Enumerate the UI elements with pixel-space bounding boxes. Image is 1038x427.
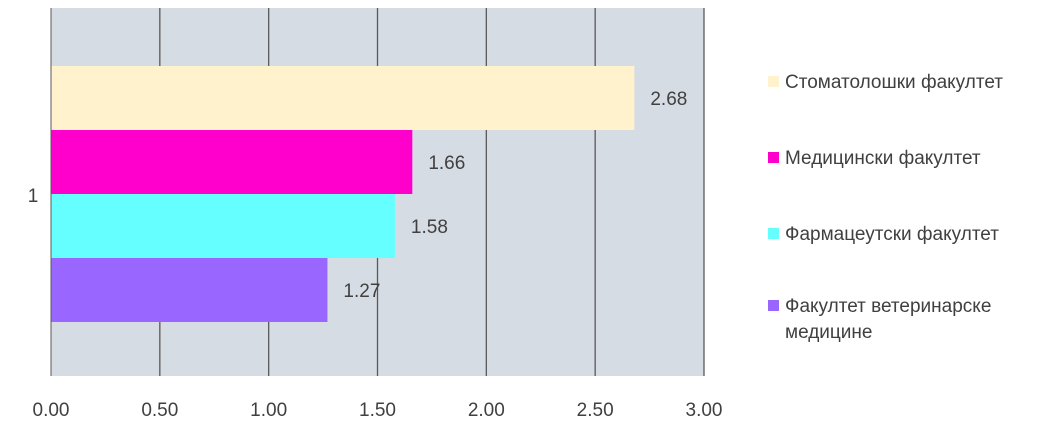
data-label: 1.58 [411,217,448,238]
bar [51,194,395,258]
legend-label: Стоматолошки факултет [785,72,1003,93]
legend-swatch [768,228,779,239]
x-tick-label: 1.00 [250,400,287,421]
bar [51,258,328,322]
legend-swatch [768,300,779,311]
category-label: 1 [28,186,39,207]
legend-item-medicine: Медицински факултет [768,146,1035,172]
data-label: 1.27 [343,281,380,302]
bar [51,130,413,194]
x-tick-label: 0.00 [33,400,70,421]
legend-item-dental: Стоматолошки факултет [768,70,1035,96]
x-tick-label: 0.50 [141,400,178,421]
legend-item-veterinary: Факултет ветеринарске медицине [768,294,1035,346]
x-tick-label: 2.00 [468,400,505,421]
bar [51,66,635,130]
x-tick-label: 1.50 [359,400,396,421]
data-label: 2.68 [650,89,687,110]
legend-swatch [768,76,779,87]
x-tick-label: 2.50 [577,400,614,421]
x-tick-label: 3.00 [686,400,723,421]
legend-label: Медицински факултет [785,148,981,169]
legend-label: Факултет ветеринарске медицине [785,296,992,343]
legend-swatch [768,152,779,163]
data-label: 1.66 [428,153,465,174]
legend-item-pharmacy: Фармацеутски факултет [768,222,1035,248]
legend-label: Фармацеутски факултет [785,224,999,245]
